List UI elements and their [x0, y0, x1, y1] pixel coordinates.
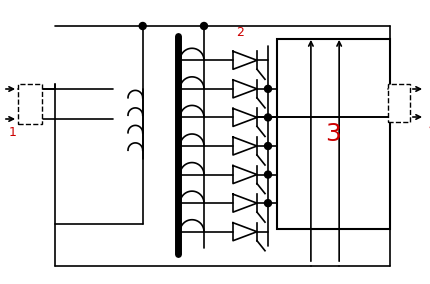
Bar [18, 84, 42, 124]
Text: 1: 1 [9, 126, 17, 139]
Bar [388, 84, 410, 122]
Bar [277, 39, 390, 229]
Circle shape [264, 143, 271, 149]
Text: 2: 2 [236, 26, 244, 39]
Circle shape [264, 114, 271, 121]
Circle shape [139, 22, 146, 30]
Circle shape [264, 171, 271, 178]
Text: 3: 3 [326, 122, 341, 146]
Circle shape [264, 200, 271, 207]
Text: 4: 4 [428, 120, 430, 133]
Circle shape [264, 85, 271, 92]
Circle shape [200, 22, 208, 30]
